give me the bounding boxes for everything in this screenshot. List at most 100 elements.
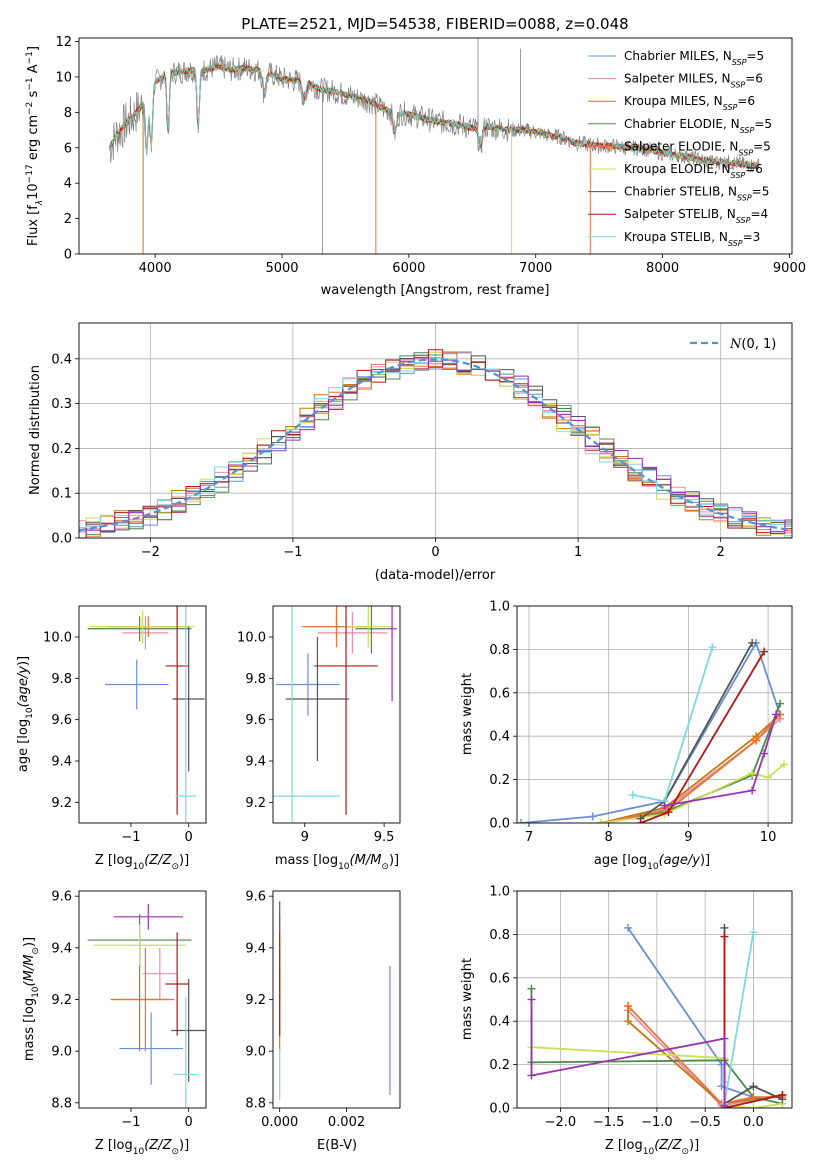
legend-sub: SSP (738, 148, 753, 157)
x-tick-label: 6000 (392, 261, 425, 276)
y-tick-label: 9.0 (245, 1045, 266, 1060)
label-part: (Z/ (144, 853, 164, 868)
y-tick-label: 0.6 (489, 686, 510, 701)
label-part: 10 (643, 1147, 655, 1157)
y-tick-label: 0.4 (489, 730, 510, 745)
label-part: ] (16, 656, 31, 661)
axes-frame (78, 322, 793, 539)
axes: −1 0 8.8 9.0 9.2 9.4 9.6 (51, 890, 207, 1130)
panel-mass-age: 9 9.5 9.2 9.4 9.6 9.8 10.0 mass [log10(M/M⊙)] (237, 605, 401, 872)
y-tick-label: 0.2 (489, 773, 510, 788)
x-tick-label: 7 (525, 830, 533, 845)
y-tick-label: 10.0 (43, 631, 72, 646)
label-part: mass [log (22, 998, 37, 1061)
legend-sub: SSP (740, 125, 755, 134)
label-part: (Z/ (144, 1138, 164, 1153)
label-part: 10 (133, 1147, 145, 1157)
x-tick-label: −0.5 (689, 1115, 721, 1130)
legend-n: =5 (746, 49, 764, 63)
y-tick-label: 10.0 (237, 631, 266, 646)
legend-sub: SSP (723, 103, 738, 112)
x-tick-label: 4000 (139, 261, 172, 276)
label-part: 10 (31, 986, 41, 998)
legend-text: Chabrier STELIB, N (624, 185, 737, 199)
legend-text: Salpeter ELODIE, N (624, 139, 738, 153)
weight-series-line (632, 646, 714, 803)
weight-series-line (723, 936, 783, 1108)
legend-sub: SSP (732, 58, 747, 67)
x-tick-label: 2 (717, 545, 725, 560)
panel-z-mass: −1 08.89.09.29.49.6Z [log10(Z/Z⊙)]mass [l… (22, 890, 207, 1157)
grid (517, 890, 792, 1109)
y-tick-label: 9.2 (51, 993, 72, 1008)
label-part: ⊙ (31, 947, 41, 955)
axes-frame (272, 890, 401, 1109)
label-part: ) (16, 661, 31, 666)
legend-sub: SSP (736, 216, 751, 225)
x-tick-label: 9 (301, 830, 309, 845)
x-tick-label: 9000 (773, 261, 806, 276)
y-tick-label: 0.8 (489, 928, 510, 943)
legend-text: Chabrier MILES, N (624, 49, 732, 63)
label-part: (age/ (659, 853, 694, 868)
label-part: age [log (594, 853, 647, 868)
label-part: ] (184, 853, 189, 868)
legend-entry: Chabrier ELODIE, NSSP=5 (624, 117, 772, 135)
y-axis-label: mass [log10(M/M⊙)] (22, 937, 41, 1061)
x-tick-label: 5000 (265, 261, 298, 276)
label-part: ⊙ (381, 862, 389, 872)
y-tick-label: 9.2 (245, 993, 266, 1008)
label-part: ⊙ (171, 862, 179, 872)
legend-text: Kroupa ELODIE, N (624, 162, 731, 176)
y-tick-label: 9.4 (245, 755, 266, 770)
x-tick-label: 10 (760, 830, 777, 845)
x-tick-label: −1 (121, 1115, 140, 1130)
y-tick-label: 2 (64, 212, 72, 227)
legend-entry: Chabrier STELIB, NSSP=5 (624, 185, 769, 203)
histogram-steps (79, 349, 792, 538)
model-spectrum (109, 63, 760, 169)
legend-n: =3 (743, 230, 761, 244)
y-tick-label: 9.6 (245, 713, 266, 728)
label-part: (M/ (350, 853, 372, 868)
y-tick-label: 4 (64, 177, 72, 192)
label-part: (M/ (22, 964, 37, 986)
x-tick-label: −2.0 (545, 1115, 577, 1130)
x-axis-label: mass [log10(M/M⊙)] (275, 853, 399, 872)
legend-n: =5 (753, 139, 771, 153)
histogram-steps (79, 352, 792, 538)
axes-frame (516, 605, 793, 824)
axes: −1 0 9.2 9.4 9.6 9.8 10.0 (43, 605, 207, 845)
weight-series-line (627, 927, 754, 1099)
weight-series-line (664, 714, 777, 807)
legend-text: Salpeter STELIB, N (624, 207, 736, 221)
plot-area (273, 606, 397, 823)
x-tick-label: 8 (605, 830, 613, 845)
legend-n: =6 (745, 72, 763, 86)
label-part: ) (179, 853, 184, 868)
x-axis-label: Z [log10(Z/Z⊙)] (605, 1138, 699, 1157)
legend-entry: N(0, 1) (729, 337, 776, 352)
plot-area (87, 903, 206, 1108)
y-tick-label: 0.2 (489, 1058, 510, 1073)
x-axis-label: age [log10(age/y)] (594, 853, 710, 872)
y-tick-label: 10 (55, 70, 72, 85)
weight-series-line (530, 999, 726, 1106)
label-part: Z (162, 1138, 173, 1153)
y-tick-label: 9.6 (245, 890, 266, 905)
y-tick-label: 9.2 (245, 796, 266, 811)
axes: −2.0 −1.5 −1.0 −0.5 0.0 0.0 0.2 0.4 0.6 0.8 1.0 (489, 885, 793, 1130)
label-part: ] (184, 1138, 189, 1153)
y-tick-label: 8 (64, 106, 72, 121)
legend-entry: Kroupa MILES, NSSP=6 (624, 94, 755, 112)
y-tick-label: 6 (64, 141, 72, 156)
y-tick-label: 9.4 (245, 941, 266, 956)
y-axis-label: Normed distribution (28, 365, 43, 495)
weight-series-line (520, 640, 781, 823)
x-tick-label: 0.0 (743, 1115, 764, 1130)
legend-entry: Chabrier MILES, NSSP=5 (624, 49, 764, 67)
y-tick-label: 0 (64, 248, 72, 263)
panel-spectrum: 4000 5000 6000 7000 8000 9000 0 2 4 6 8 10 12 Chabrie… (25, 35, 806, 298)
label-part: ) (179, 1138, 184, 1153)
legend-n: =5 (754, 117, 772, 131)
